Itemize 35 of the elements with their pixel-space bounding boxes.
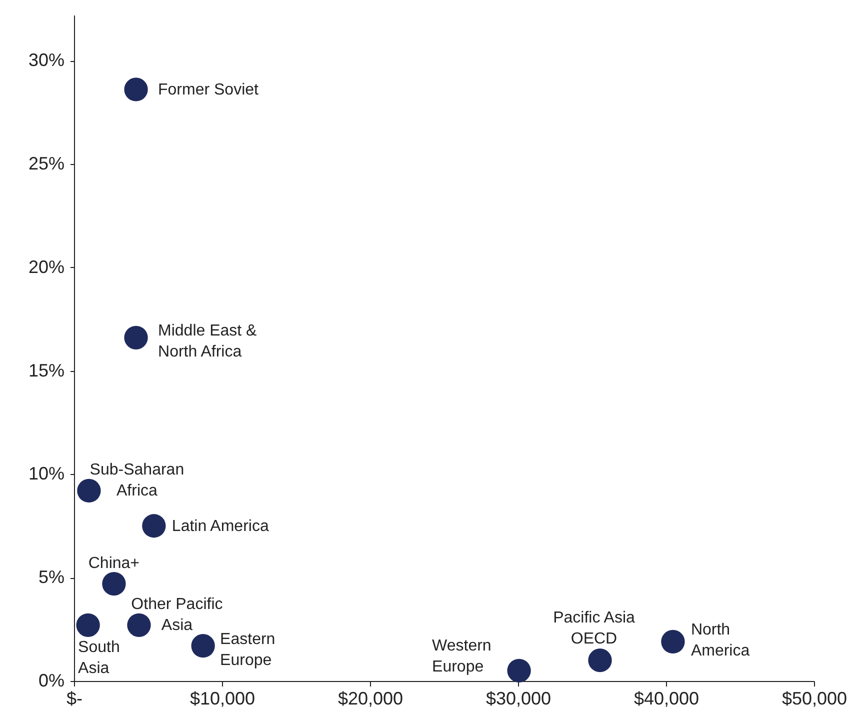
annotation: Other Pacific Asia [131, 596, 223, 634]
point [102, 572, 126, 596]
y-tick-label: 25% [28, 153, 64, 174]
annotation: Sub-Saharan Africa [90, 462, 184, 500]
x-tick-label: $30,000 [486, 688, 552, 708]
x-tick-label: $20,000 [338, 688, 404, 708]
y-tick-label: 15% [28, 360, 64, 380]
x-tick-label: $40,000 [634, 688, 700, 708]
y-tick-label: 5% [38, 567, 64, 588]
point [127, 613, 151, 637]
point [507, 658, 531, 682]
annotation: Latin America [172, 518, 269, 535]
annotation: Former Soviet [158, 81, 260, 98]
point [77, 478, 101, 503]
annotation: Middle East & North Africa [158, 322, 258, 361]
annotation: South Asia [78, 639, 120, 678]
y-tick-label: 10% [28, 464, 64, 484]
point [142, 514, 166, 538]
y-tick-label: 20% [28, 256, 64, 277]
x-tick-label: $10,000 [190, 688, 256, 708]
annotation: Pacific Asia OECD [553, 609, 635, 648]
point [661, 630, 685, 654]
point [191, 634, 215, 658]
x-tick-label: $- [66, 688, 83, 708]
point [124, 326, 148, 350]
point [124, 78, 148, 102]
point [588, 648, 612, 672]
point [76, 613, 100, 637]
annotation: Eastern Europe [220, 630, 276, 669]
y-tick-label: 0% [38, 670, 64, 690]
y-tick-label: 30% [28, 50, 64, 70]
annotation: North America [690, 622, 750, 660]
annotation: Western Europe [432, 638, 492, 676]
annotation: China+ [88, 554, 140, 572]
x-tick-label: $50,000 [782, 688, 848, 708]
